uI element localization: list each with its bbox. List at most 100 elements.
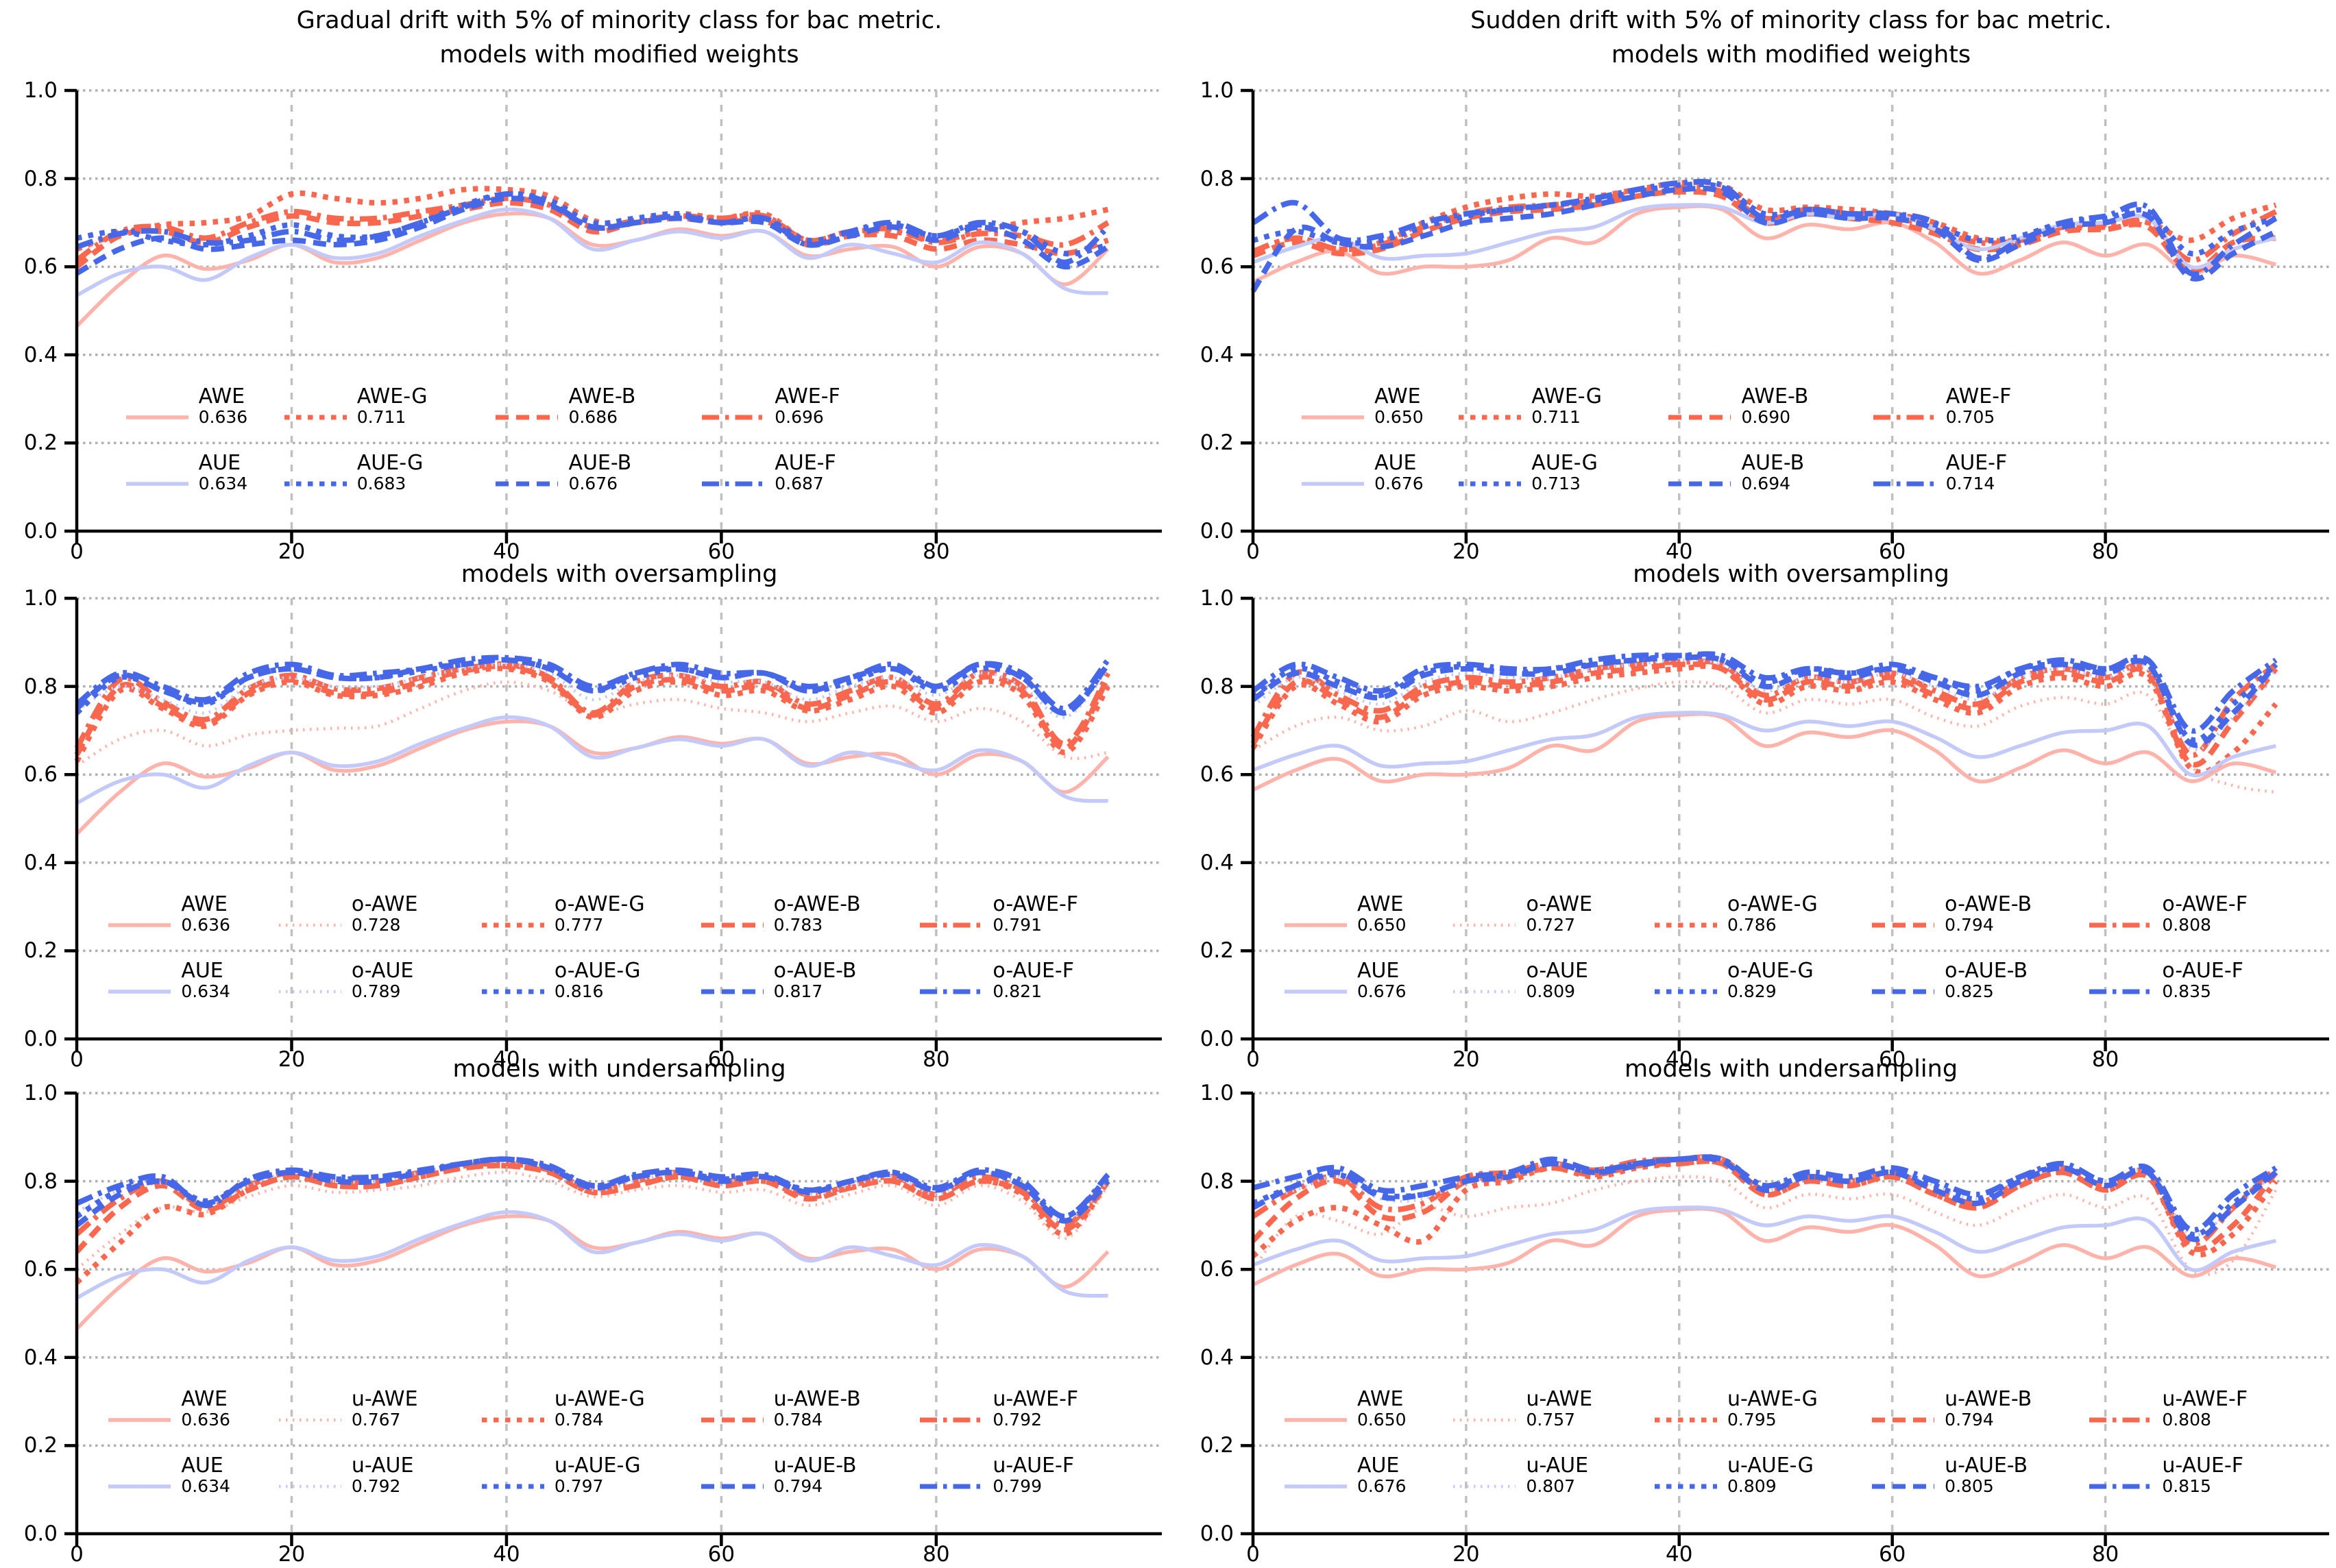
legend-series-value: 0.727 xyxy=(1526,915,1576,935)
legend-entry-u-AWE-G: u-AWE-G 0.784 xyxy=(480,1388,645,1429)
legend-entry-AWE-G: AWE-G 0.711 xyxy=(1457,385,1602,426)
legend-series-name: u-AWE-G xyxy=(554,1387,645,1412)
legend-swatch-o-AWE-G xyxy=(481,922,544,928)
x-tick-label: 20 xyxy=(1452,1047,1480,1072)
y-tick-label: 0.0 xyxy=(23,1027,58,1051)
legend-series-name: u-AUE-B xyxy=(773,1453,857,1478)
y-tick-label: 0.6 xyxy=(23,762,58,787)
legend-series-value: 0.634 xyxy=(181,981,230,1001)
series-line-u-AWE xyxy=(1252,1175,2278,1277)
legend-swatch-u-AUE-F xyxy=(2089,1484,2152,1489)
legend-entry-AWE: AWE 0.650 xyxy=(1300,385,1424,426)
legend-series-value: 0.636 xyxy=(181,1410,230,1430)
legend-swatch-u-AUE xyxy=(278,1484,341,1488)
legend-entry-u-AUE: u-AUE 0.807 xyxy=(1452,1454,1588,1495)
legend-series-name: AUE-B xyxy=(1741,450,1805,475)
plot-area xyxy=(64,88,1162,543)
x-tick-label: 80 xyxy=(2091,1047,2119,1072)
legend-entry-u-AWE-F: u-AWE-F 0.808 xyxy=(2088,1388,2248,1429)
legend-swatch-o-AUE xyxy=(278,990,341,993)
legend-series-name: o-AUE-F xyxy=(2162,958,2243,983)
legend-entry-AWE: AWE 0.636 xyxy=(107,1388,230,1429)
legend-series-value: 0.795 xyxy=(1727,1410,1777,1430)
legend-entry-u-AWE: u-AWE 0.757 xyxy=(1452,1388,1592,1429)
y-tick-label: 0.0 xyxy=(23,1521,58,1546)
series-line-AWE xyxy=(1252,1207,2276,1287)
legend-series-name: o-AWE-G xyxy=(1727,892,1818,917)
legend-entry-o-AWE: o-AWE 0.728 xyxy=(278,893,417,934)
legend-entry-u-AUE-B: u-AUE-B 0.794 xyxy=(700,1454,857,1495)
legend-series-name: AWE-F xyxy=(1945,384,2012,409)
x-tick-label: 60 xyxy=(707,1047,735,1072)
subplot-title: Sudden drift with 5% of minority class f… xyxy=(1470,7,2112,34)
legend-entry-AUE: AUE 0.634 xyxy=(125,452,247,493)
legend-entry-u-AWE-B: u-AWE-B 0.794 xyxy=(1871,1388,2032,1429)
legend-series-value: 0.634 xyxy=(181,1475,230,1496)
legend-swatch-AWE xyxy=(108,923,171,927)
y-tick-label: 0.6 xyxy=(1200,1257,1234,1282)
x-tick-label: 80 xyxy=(923,1047,950,1072)
series-line-AUE xyxy=(1252,711,2276,778)
x-tick-label: 20 xyxy=(278,1047,306,1072)
legend-entry-u-AUE-F: u-AUE-F 0.799 xyxy=(918,1454,1074,1495)
legend-series-value: 0.807 xyxy=(1526,1475,1576,1496)
legend-series-name: u-AUE-F xyxy=(2162,1453,2244,1478)
legend-entry-AUE-B: AUE-B 0.694 xyxy=(1667,452,1804,493)
legend-series-name: AUE xyxy=(1356,1453,1400,1478)
y-tick-label: 0.6 xyxy=(23,1257,58,1282)
legend-series-name: u-AUE xyxy=(351,1453,414,1478)
legend-swatch-u-AWE-B xyxy=(1872,1417,1935,1423)
y-tick-label: 0.2 xyxy=(1200,430,1234,456)
series-line-u-AWE-B xyxy=(1251,1158,2278,1252)
legend-swatch-u-AWE-F xyxy=(2089,1417,2152,1423)
series-line-u-AUE-F xyxy=(75,1156,1110,1219)
series-line-o-AUE-F xyxy=(1251,651,2278,734)
legend-series-name: o-AWE-G xyxy=(554,892,645,917)
x-tick-label: 0 xyxy=(1246,539,1260,564)
legend-series-name: AUE xyxy=(181,958,223,983)
x-tick-label: 60 xyxy=(1878,539,1906,564)
y-tick-label: 0.4 xyxy=(1200,342,1234,367)
legend-entry-o-AWE-B: o-AWE-B 0.783 xyxy=(700,893,861,934)
legend-swatch-u-AUE-B xyxy=(701,1484,764,1489)
legend-series-value: 0.794 xyxy=(773,1475,823,1496)
legend-entry-o-AWE-F: o-AWE-F 0.808 xyxy=(2088,893,2248,934)
legend-series-name: o-AUE-G xyxy=(1727,958,1814,983)
x-tick-label: 40 xyxy=(1666,1047,1693,1072)
legend-swatch-o-AWE-F xyxy=(2089,922,2152,928)
series-line-o-AWE-F xyxy=(1250,658,2278,758)
legend-series-name: AWE xyxy=(1374,384,1421,409)
legend-swatch-AUE-F xyxy=(1873,481,1936,487)
legend-entry-AUE-F: AUE-F 0.714 xyxy=(1872,452,2007,493)
legend-series-value: 0.694 xyxy=(1741,473,1791,493)
legend-swatch-o-AWE xyxy=(1453,923,1516,927)
legend-series-value: 0.676 xyxy=(1374,473,1424,493)
legend-series-name: AWE xyxy=(181,1387,228,1412)
x-tick-label: 80 xyxy=(923,1542,950,1567)
plot-area xyxy=(1241,596,2329,1051)
legend-series-name: AWE xyxy=(1356,892,1404,917)
plot-area xyxy=(1241,1091,2329,1546)
x-tick-label: 20 xyxy=(278,1542,306,1567)
legend-entry-u-AWE: u-AWE 0.767 xyxy=(278,1388,418,1429)
legend-entry-AWE: AWE 0.650 xyxy=(1283,1388,1407,1429)
legend-series-name: u-AUE-G xyxy=(554,1453,641,1478)
legend-series-name: o-AUE-G xyxy=(554,958,641,983)
legend-entry-AWE-F: AWE-F 0.696 xyxy=(701,385,840,426)
y-tick-label: 0.2 xyxy=(23,938,58,964)
legend-series-value: 0.705 xyxy=(1945,407,1995,428)
legend-swatch-AWE-F xyxy=(702,415,765,420)
y-tick-label: 0.4 xyxy=(23,1345,58,1370)
legend-series-name: u-AUE-B xyxy=(1945,1453,2028,1478)
x-tick-label: 20 xyxy=(1452,539,1480,564)
legend-series-value: 0.809 xyxy=(1526,981,1576,1001)
y-tick-label: 0.8 xyxy=(23,674,58,699)
legend-entry-AWE: AWE 0.636 xyxy=(125,385,247,426)
legend-entry-o-AUE-G: o-AUE-G 0.816 xyxy=(480,959,641,1001)
legend-swatch-AWE-B xyxy=(496,415,559,420)
y-tick-label: 0.8 xyxy=(1200,674,1234,699)
x-tick-label: 40 xyxy=(493,1047,520,1072)
legend-series-name: o-AWE xyxy=(1526,892,1593,917)
series-line-u-AUE-B xyxy=(1252,1155,2278,1242)
legend-entry-u-AUE-G: u-AUE-G 0.797 xyxy=(480,1454,641,1495)
